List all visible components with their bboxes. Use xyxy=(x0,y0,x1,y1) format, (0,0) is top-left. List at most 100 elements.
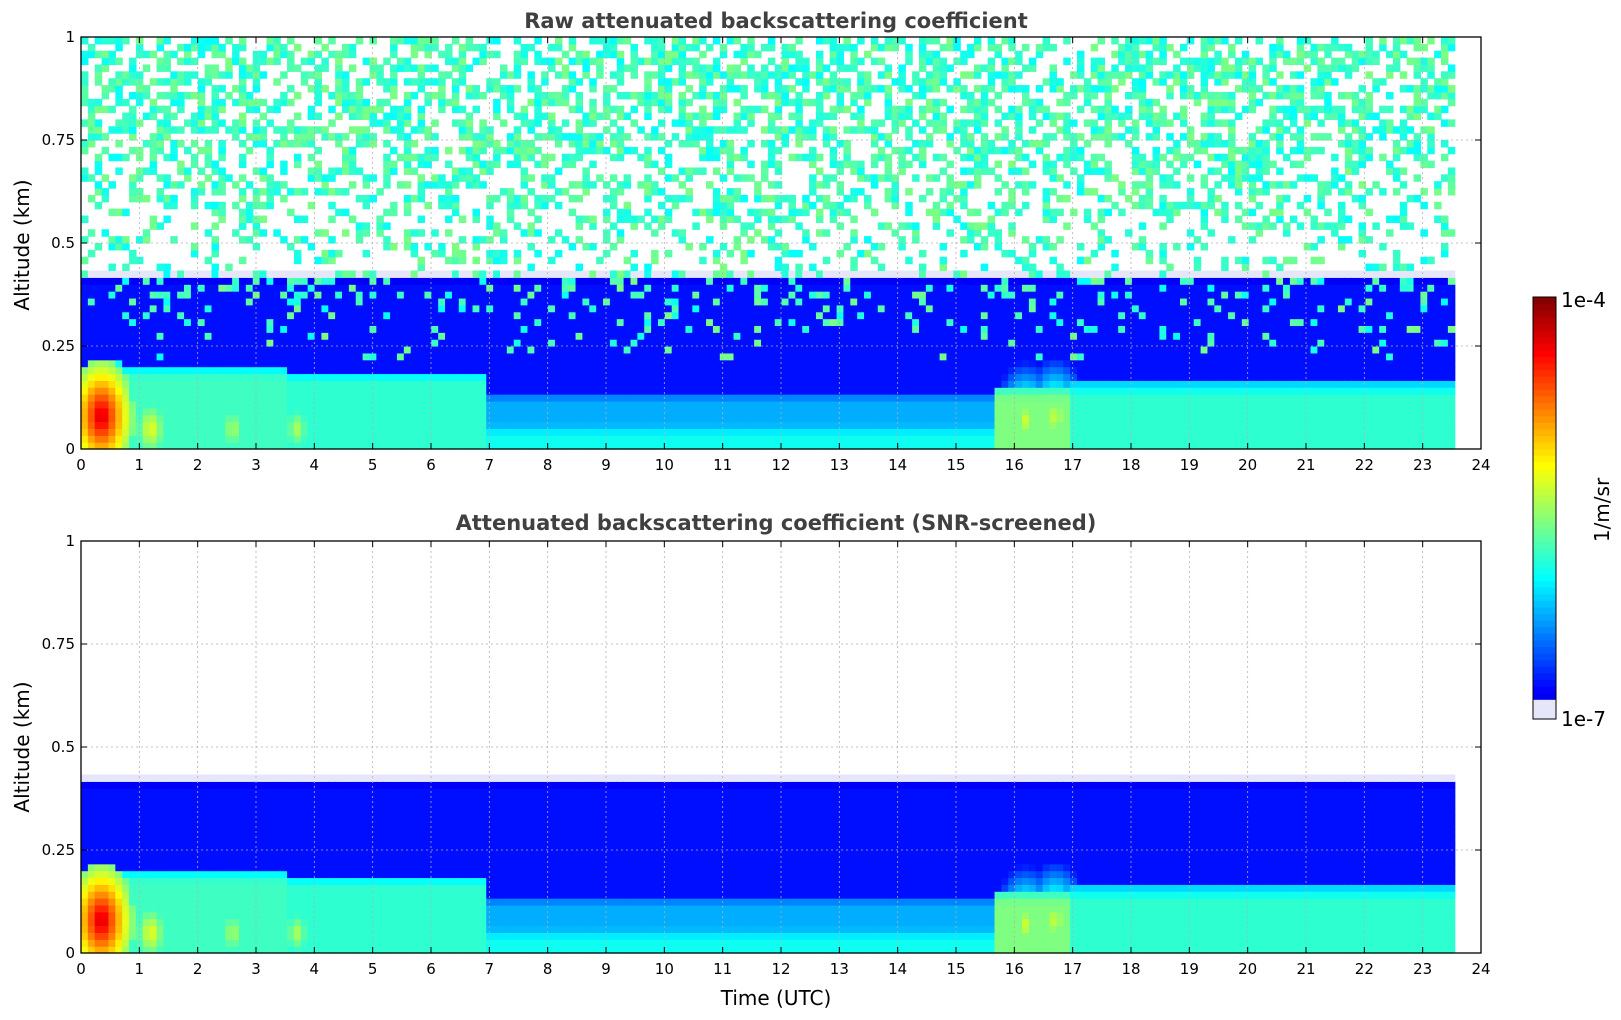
heatmap-cell xyxy=(548,153,556,162)
heatmap-cell xyxy=(431,277,439,285)
heatmap-cell xyxy=(156,394,165,402)
heatmap-cell xyxy=(348,380,357,388)
heatmap-cell xyxy=(307,442,316,450)
heatmap-cell xyxy=(479,126,487,134)
heatmap-cell xyxy=(843,352,851,361)
heatmap-cell xyxy=(321,339,329,347)
heatmap-cell xyxy=(788,407,796,416)
heatmap-cell xyxy=(197,442,206,450)
heatmap-cell xyxy=(527,291,535,299)
heatmap-cell xyxy=(314,229,323,237)
heatmap-cell xyxy=(472,394,480,402)
heatmap-cell xyxy=(204,43,213,52)
heatmap-cell xyxy=(252,243,261,251)
heatmap-cell xyxy=(335,71,343,79)
heatmap-cell xyxy=(884,339,893,347)
heatmap-cell xyxy=(761,318,769,326)
heatmap-cell xyxy=(767,414,776,423)
heatmap-cell xyxy=(293,284,302,292)
heatmap-cell xyxy=(383,181,391,189)
heatmap-cell xyxy=(314,346,323,354)
heatmap-cell xyxy=(376,428,384,436)
heatmap-cell xyxy=(747,325,755,333)
heatmap-cell xyxy=(905,346,913,354)
heatmap-cell xyxy=(204,318,213,326)
heatmap-cell xyxy=(747,270,755,278)
heatmap-cell xyxy=(541,428,549,436)
heatmap-cell xyxy=(479,442,487,450)
heatmap-cell xyxy=(541,421,549,429)
heatmap-cell xyxy=(184,146,192,155)
heatmap-cell xyxy=(348,64,357,72)
heatmap-cell xyxy=(795,359,803,368)
heatmap-cell xyxy=(644,85,652,93)
heatmap-cell xyxy=(259,270,268,278)
heatmap-cell xyxy=(596,304,604,313)
heatmap-cell xyxy=(719,43,728,52)
heatmap-cell xyxy=(472,387,480,395)
heatmap-cell xyxy=(232,346,240,354)
heatmap-cell xyxy=(177,366,185,375)
heatmap-cell xyxy=(857,428,865,436)
heatmap-cell xyxy=(671,78,680,86)
heatmap-cell xyxy=(129,181,137,189)
heatmap-cell xyxy=(685,352,693,361)
heatmap-cell xyxy=(651,215,659,223)
heatmap-cell xyxy=(575,50,584,59)
heatmap-cell xyxy=(348,160,357,169)
heatmap-cell xyxy=(740,291,748,299)
heatmap-cell xyxy=(177,284,185,292)
heatmap-cell xyxy=(307,407,316,416)
heatmap-cell xyxy=(706,428,714,436)
heatmap-cell xyxy=(362,133,371,141)
heatmap-cell xyxy=(403,325,412,333)
heatmap-cell xyxy=(129,400,137,409)
heatmap-cell xyxy=(465,428,474,436)
heatmap-cell xyxy=(321,366,329,375)
heatmap-cell xyxy=(747,291,755,299)
heatmap-cell xyxy=(184,414,192,423)
heatmap-cell xyxy=(726,407,735,416)
heatmap-cell xyxy=(383,208,391,217)
heatmap-cell xyxy=(321,85,329,93)
heatmap-cell xyxy=(445,188,453,196)
heatmap-cell xyxy=(603,249,611,258)
heatmap-cell xyxy=(699,78,707,86)
heatmap-cell xyxy=(877,387,886,395)
heatmap-cell xyxy=(630,352,638,361)
heatmap-cell xyxy=(362,112,371,120)
heatmap-cell xyxy=(671,297,680,306)
heatmap-cell xyxy=(383,366,391,375)
heatmap-cell xyxy=(101,50,110,59)
heatmap-cell xyxy=(548,359,556,368)
heatmap-cell xyxy=(211,249,219,258)
heatmap-cell xyxy=(458,291,467,299)
heatmap-cell xyxy=(541,318,549,326)
heatmap-cell xyxy=(458,414,467,423)
heatmap-cell xyxy=(843,297,851,306)
heatmap-cell xyxy=(238,236,247,244)
heatmap-cell xyxy=(891,442,899,450)
heatmap-cell xyxy=(287,325,295,333)
heatmap-cell xyxy=(905,277,913,285)
heatmap-cell xyxy=(245,71,254,79)
heatmap-cell xyxy=(259,407,268,416)
heatmap-cell xyxy=(424,400,432,409)
heatmap-cell xyxy=(122,126,130,134)
heatmap-cell xyxy=(362,442,371,450)
heatmap-cell xyxy=(623,428,632,436)
heatmap-cell xyxy=(829,421,838,429)
heatmap-cell xyxy=(809,421,817,429)
heatmap-cell xyxy=(259,442,268,450)
heatmap-cell xyxy=(211,277,219,285)
heatmap-cell xyxy=(142,380,151,388)
heatmap-cell xyxy=(898,311,906,320)
heatmap-cell xyxy=(809,201,817,210)
heatmap-cell xyxy=(905,318,913,326)
heatmap-cell xyxy=(829,160,838,169)
heatmap-cell xyxy=(170,394,178,402)
heatmap-cell xyxy=(472,174,480,182)
heatmap-cell xyxy=(314,359,323,368)
heatmap-cell xyxy=(252,194,261,203)
heatmap-cell xyxy=(493,78,501,86)
